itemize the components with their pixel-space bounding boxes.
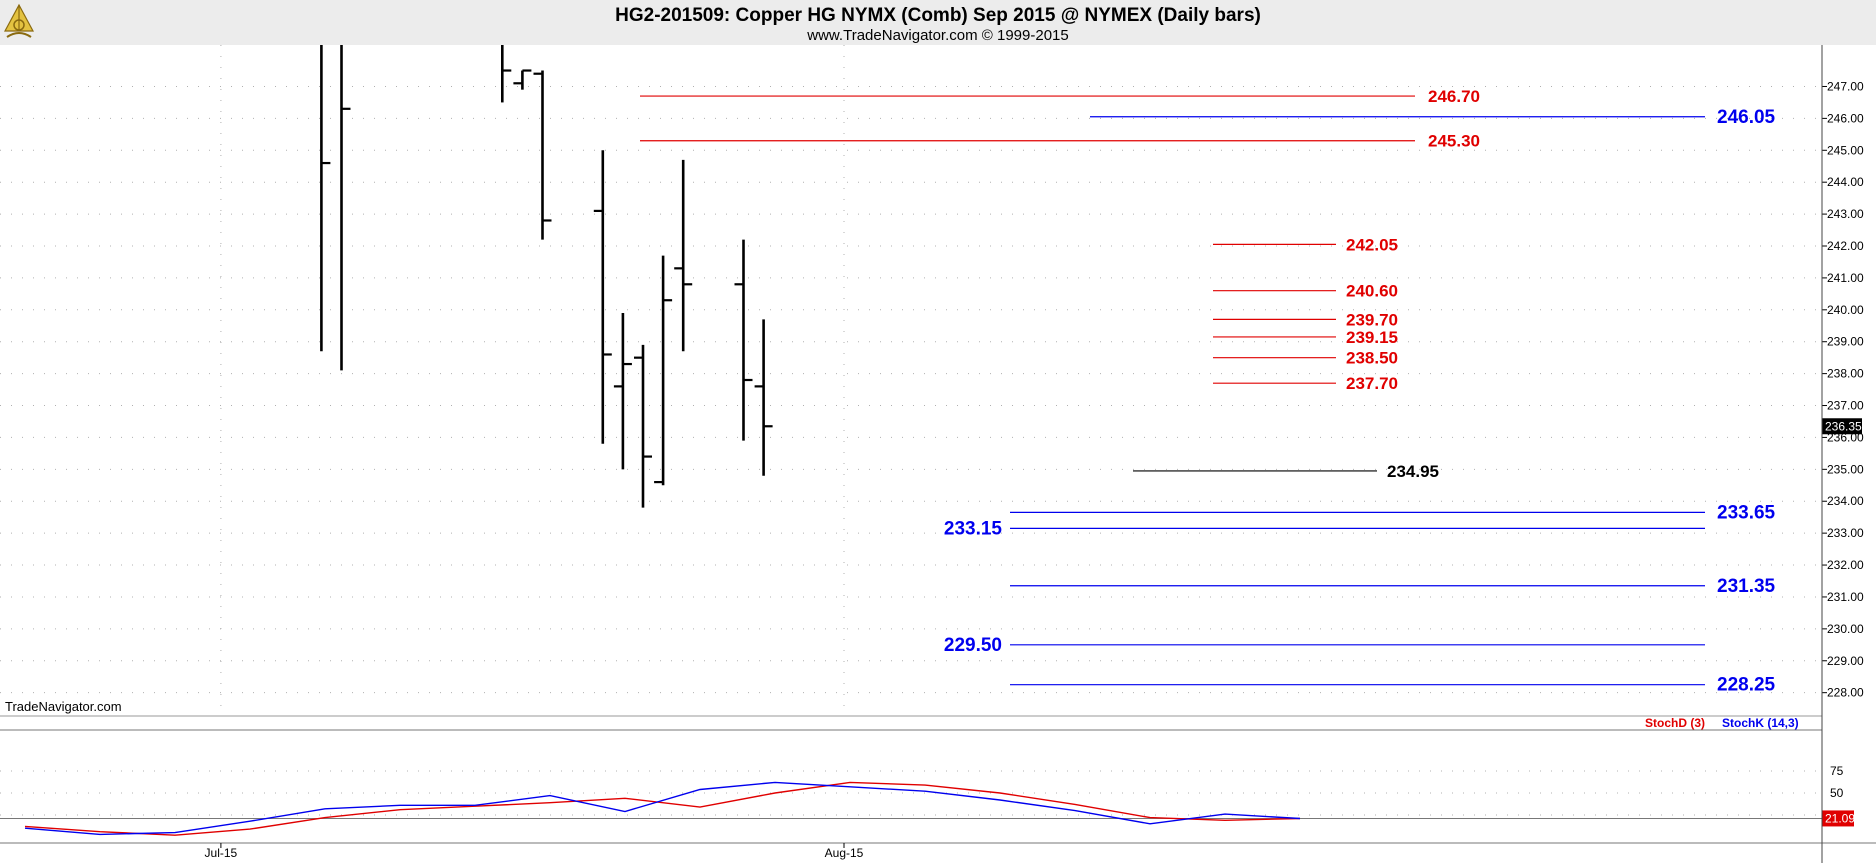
price-tick-label: 246.00 [1827, 111, 1864, 125]
price-axis: 247.00 246.00 245.00 244.00 243.00 242.00 241.… [1822, 79, 1864, 700]
price-tick-label: 241.00 [1827, 271, 1864, 285]
price-tick-label: 233.00 [1827, 526, 1864, 540]
watermark: TradeNavigator.com [5, 699, 122, 714]
sextant-logo-icon [3, 3, 35, 38]
stochastic-panel-background [0, 731, 1822, 843]
stochastic-grid [0, 770, 1822, 819]
price-grid [0, 45, 1822, 715]
price-tick-label: 242.00 [1827, 239, 1864, 253]
level-label: 239.15 [1346, 328, 1398, 347]
price-tick-label: 240.00 [1827, 303, 1864, 317]
level-label: 245.30 [1428, 132, 1480, 151]
level-label: 238.50 [1346, 349, 1398, 368]
price-tick-label: 229.00 [1827, 654, 1864, 668]
level-label: 233.65 [1717, 502, 1776, 523]
level-label: 246.05 [1717, 107, 1776, 128]
chart-title: HG2-201509: Copper HG NYMX (Comb) Sep 20… [615, 5, 1261, 26]
price-tick-label: 231.00 [1827, 590, 1864, 604]
price-tick-label: 239.00 [1827, 335, 1864, 349]
price-bars [320, 45, 773, 508]
level-label: 228.25 [1717, 675, 1776, 696]
date-axis: Jul-15 Aug-15 [205, 843, 864, 860]
stochastic-axis: 75502521.09 [1822, 764, 1855, 827]
level-label: 233.15 [944, 518, 1003, 539]
last-price-label: 236.35 [1825, 419, 1862, 433]
stochastic-last-value: 21.09 [1825, 811, 1855, 825]
level-label: 234.95 [1387, 462, 1439, 481]
header-band [0, 0, 1876, 45]
price-tick-label: 237.00 [1827, 399, 1864, 413]
stochastic-tick-label: 75 [1830, 764, 1844, 778]
last-price-box [1822, 418, 1862, 435]
date-tick-label: Aug-15 [825, 846, 864, 860]
stochastic-legend: StochD (3) StochK (14,3) [1645, 716, 1799, 730]
chart-subtitle: www.TradeNavigator.com © 1999-2015 [806, 27, 1068, 44]
stochastic-series-line [24, 781, 1301, 836]
price-tick-label: 230.00 [1827, 622, 1864, 636]
legend-stochd: StochD (3) [1645, 716, 1705, 730]
date-tick-label: Jul-15 [205, 846, 238, 860]
level-label: 242.05 [1346, 235, 1398, 254]
price-tick-label: 232.00 [1827, 558, 1864, 572]
price-tick-label: 238.00 [1827, 367, 1864, 381]
level-label: 237.70 [1346, 374, 1398, 393]
price-tick-label: 245.00 [1827, 143, 1864, 157]
price-panel-background [0, 45, 1822, 715]
stochastic-last-value-box [1822, 810, 1854, 827]
level-label: 229.50 [944, 635, 1002, 656]
price-tick-label: 243.00 [1827, 207, 1864, 221]
level-label: 240.60 [1346, 282, 1398, 301]
stochastic-tick-label: 50 [1830, 786, 1844, 800]
price-tick-label: 247.00 [1827, 79, 1864, 93]
stochastic-lines [24, 781, 1301, 836]
stochastic-series-line [24, 781, 1301, 836]
level-label: 231.35 [1717, 576, 1776, 597]
level-label: 246.70 [1428, 87, 1480, 106]
price-tick-label: 228.00 [1827, 686, 1864, 700]
stochastic-panel: 75502521.09 StochD (3)StochK (14,3) [0, 716, 1855, 843]
price-tick-label: 244.00 [1827, 175, 1864, 189]
price-tick-label: 235.00 [1827, 462, 1864, 476]
legend-stochk: StochK (14,3) [1722, 716, 1799, 730]
level-label: 239.70 [1346, 310, 1398, 329]
price-tick-label: 234.00 [1827, 494, 1864, 508]
